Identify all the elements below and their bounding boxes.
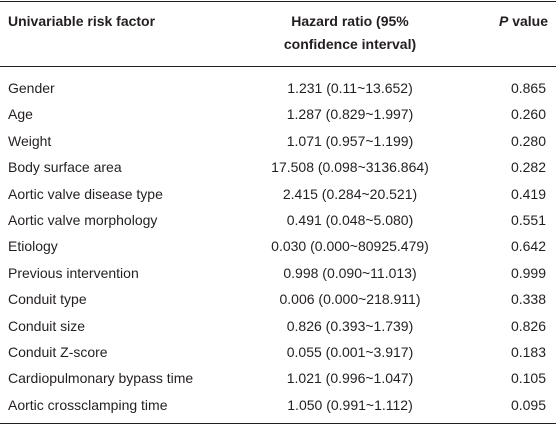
hazard-cell: 0.491 (0.048~5.080) bbox=[286, 212, 414, 228]
row-label: Previous intervention bbox=[8, 264, 139, 281]
hazard-cell: 0.030 (0.000~80925.479) bbox=[271, 238, 429, 255]
p-value-cell: 0.280 bbox=[510, 132, 546, 149]
header-text: value bbox=[512, 13, 548, 29]
p-value-cell: 0.183 bbox=[510, 344, 546, 360]
row-label: Aortic valve disease type bbox=[8, 185, 163, 202]
row-label: Weight bbox=[8, 132, 52, 149]
p-value-cell: 0.419 bbox=[510, 185, 546, 202]
hazard-cell: 0.055 (0.001~3.917) bbox=[286, 344, 414, 360]
p-value-cell: 0.642 bbox=[510, 238, 546, 255]
p-value-cell: 0.095 bbox=[510, 396, 546, 413]
hazard-cell: 2.415 (0.284~20.521) bbox=[282, 185, 418, 202]
row-label: Age bbox=[8, 106, 33, 123]
hazard-cell: 17.508 (0.098~3136.864) bbox=[271, 159, 429, 176]
row-label: Conduit type bbox=[8, 291, 87, 308]
header-cell: Hazard ratio (95% bbox=[291, 13, 409, 29]
p-value-cell: 0.826 bbox=[510, 317, 546, 334]
row-label: Aortic valve morphology bbox=[8, 212, 158, 228]
row-label: Aortic crossclamping time bbox=[8, 396, 168, 413]
row-label: Cardiopulmonary bypass time bbox=[8, 370, 194, 387]
row-label: Conduit Z-score bbox=[8, 344, 108, 360]
hazard-cell: 0.006 (0.000~218.911) bbox=[279, 291, 421, 308]
header-cell: Univariable risk factor bbox=[8, 13, 156, 29]
header-cell: confidence interval) bbox=[283, 36, 417, 52]
row-label: Gender bbox=[8, 80, 55, 96]
row-label: Etiology bbox=[8, 238, 58, 255]
hazard-cell: 0.998 (0.090~11.013) bbox=[283, 264, 417, 281]
row-label: Body surface area bbox=[8, 159, 122, 176]
hazard-cell: 1.071 (0.957~1.199) bbox=[286, 132, 414, 149]
bottom-rule bbox=[0, 423, 556, 424]
p-value-cell: 0.999 bbox=[510, 264, 546, 281]
header-italic: P bbox=[498, 13, 509, 29]
hazard-cell: 1.050 (0.991~1.112) bbox=[287, 396, 413, 413]
top-rule bbox=[0, 1, 556, 2]
p-value-cell: 0.338 bbox=[510, 291, 546, 308]
p-value-cell: 0.260 bbox=[510, 106, 546, 123]
hazard-cell: 1.021 (0.996~1.047) bbox=[286, 370, 414, 387]
hazard-cell: 1.287 (0.829~1.997) bbox=[286, 106, 414, 123]
header-cell: P value bbox=[499, 12, 548, 30]
hazard-cell: 1.231 (0.11~13.652) bbox=[287, 80, 413, 96]
row-label: Conduit size bbox=[8, 317, 86, 334]
hazard-cell: 0.826 (0.393~1.739) bbox=[286, 317, 414, 334]
header-rule bbox=[0, 66, 556, 67]
p-value-cell: 0.105 bbox=[510, 370, 546, 387]
p-value-cell: 0.551 bbox=[510, 212, 546, 228]
p-value-cell: 0.865 bbox=[510, 80, 546, 96]
p-value-cell: 0.282 bbox=[510, 159, 546, 176]
